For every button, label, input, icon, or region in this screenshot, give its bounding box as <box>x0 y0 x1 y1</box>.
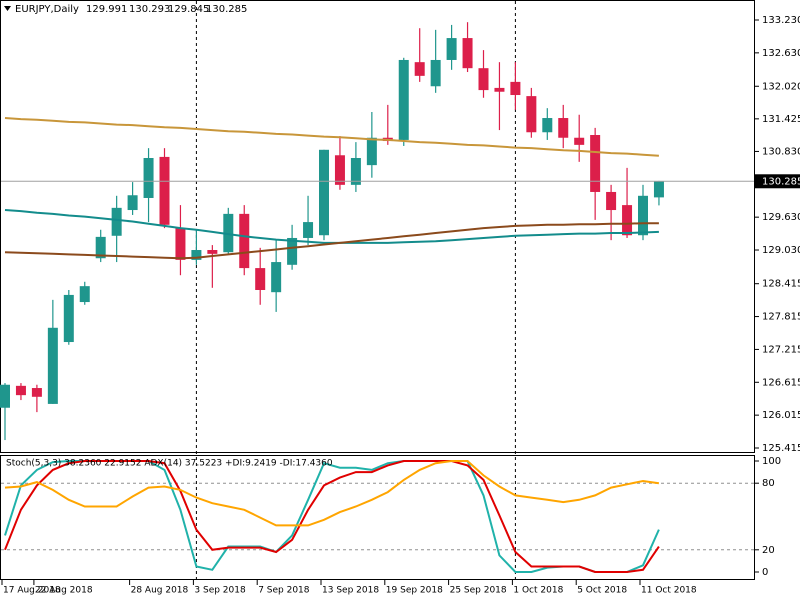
candle-body <box>191 250 202 260</box>
indicator-panel-frame <box>0 455 755 580</box>
x-tick-label: 28 Aug 2018 <box>131 586 189 596</box>
candle-body <box>462 38 473 69</box>
x-tick-label: 11 Oct 2018 <box>641 586 697 596</box>
candle-body <box>446 38 457 60</box>
low-value: 129.845 <box>168 4 209 15</box>
candle-body <box>63 294 74 343</box>
candle-body <box>510 81 521 96</box>
candle-body <box>574 137 585 145</box>
candle-body <box>606 191 617 211</box>
candle-body <box>159 156 170 225</box>
plot-layer: 133.230 132.630 132.020 131.425 130.830 129.6… <box>0 15 800 596</box>
indicator-line <box>4 117 659 157</box>
y-tick-label: 129.630 <box>762 212 800 223</box>
candle-body <box>622 205 633 236</box>
y-tick-label: 80 <box>762 478 775 489</box>
y-tick-label: 127.815 <box>762 312 800 323</box>
x-tick-label: 13 Sep 2018 <box>322 586 379 596</box>
candle-body <box>95 236 106 259</box>
candle-body <box>255 268 266 290</box>
x-tick-label: 1 Oct 2018 <box>513 586 563 596</box>
candle-body <box>653 181 664 198</box>
y-tick-label: 129.030 <box>762 245 800 256</box>
indicator-line <box>4 460 660 527</box>
candle-body <box>303 222 314 238</box>
candle-body <box>638 195 648 236</box>
candle-body <box>398 59 409 140</box>
y-tick-label: 127.215 <box>762 344 800 355</box>
x-tick-label: 3 Sep 2018 <box>194 586 246 596</box>
candle-body <box>526 96 537 133</box>
candle-body <box>478 68 489 91</box>
y-tick-label: 128.415 <box>762 279 800 290</box>
y-tick-label: 132.020 <box>762 81 800 92</box>
candle-body <box>590 135 601 192</box>
x-tick-label: 5 Oct 2018 <box>577 586 627 596</box>
y-tick-label: 20 <box>762 545 775 556</box>
y-tick-label: 130.830 <box>762 146 800 157</box>
candle-body <box>558 118 569 138</box>
y-tick-label: 126.015 <box>762 410 800 421</box>
current-price-label: 130.285 <box>762 176 800 187</box>
y-tick-label: 0 <box>762 567 768 578</box>
y-tick-label: 100 <box>762 456 781 467</box>
candle-body <box>0 384 10 408</box>
open-value: 129.991 <box>86 4 127 15</box>
current-price-box <box>755 174 800 189</box>
candle-body <box>239 213 250 269</box>
chart-title: EURJPY,Daily <box>15 4 79 15</box>
candle-body <box>287 237 298 265</box>
candle-body <box>127 195 138 211</box>
candle-body <box>31 388 42 397</box>
y-tick-label: 131.425 <box>762 114 800 125</box>
candle-body <box>223 213 234 253</box>
candle-body <box>334 155 345 185</box>
x-tick-label: 17 Aug 2018 <box>3 586 61 596</box>
candle-body <box>47 327 58 404</box>
indicator-line <box>4 222 659 260</box>
y-tick-label: 132.630 <box>762 48 800 59</box>
candle-body <box>175 228 186 260</box>
candle-body <box>366 137 377 166</box>
high-value: 130.293 <box>129 4 170 15</box>
x-tick-label: 25 Sep 2018 <box>450 586 507 596</box>
candle-body <box>319 149 329 236</box>
candle-body <box>79 286 90 303</box>
candle-body <box>15 385 26 396</box>
candle-body <box>207 250 218 254</box>
candle-body <box>494 87 505 92</box>
candle-body <box>271 262 282 293</box>
menu-arrow <box>4 6 11 11</box>
y-tick-label: 126.615 <box>762 377 800 388</box>
indicator-line <box>4 460 660 573</box>
candle-body <box>430 59 441 87</box>
candle-body <box>143 158 154 198</box>
indicator-title: Stoch(5,3,3) 38.2360 22.9152 ADX(14) 37.… <box>6 459 333 469</box>
x-tick-label: 19 Sep 2018 <box>386 586 443 596</box>
candle-body <box>542 118 553 133</box>
candle-body <box>111 207 122 236</box>
y-tick-label: 125.415 <box>762 443 800 454</box>
candle-body <box>414 62 425 76</box>
close-value: 130.285 <box>206 4 247 15</box>
candle-body <box>350 158 361 185</box>
x-tick-label: 22 Aug 2018 <box>35 586 93 596</box>
y-tick-label: 133.230 <box>762 15 800 26</box>
x-tick-label: 7 Sep 2018 <box>258 586 310 596</box>
